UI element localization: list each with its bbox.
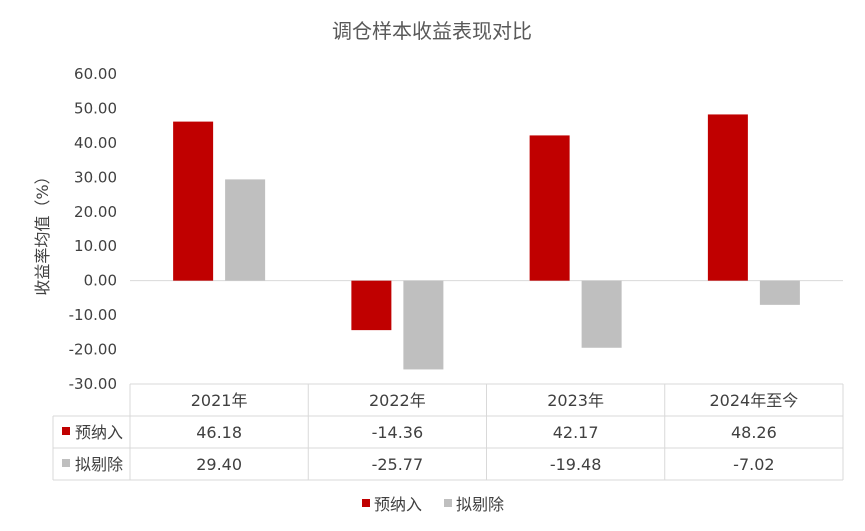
y-tick-label: 40.00 bbox=[74, 134, 117, 152]
bar-pre-include bbox=[351, 280, 392, 331]
legend-swatch bbox=[444, 499, 452, 507]
table-value: -7.02 bbox=[733, 455, 774, 474]
y-tick-label: -30.00 bbox=[69, 375, 117, 393]
table-value: -19.48 bbox=[550, 455, 602, 474]
y-tick-labels: 60.00 50.00 40.00 30.00 20.00 10.00 0.00 -10.00… bbox=[69, 65, 117, 393]
y-tick-label: 20.00 bbox=[74, 203, 117, 221]
bar-to-remove bbox=[225, 179, 266, 281]
y-tick-label: -20.00 bbox=[69, 341, 117, 359]
y-tick-label: 50.00 bbox=[74, 99, 117, 117]
bars bbox=[130, 114, 843, 370]
y-tick-label: 0.00 bbox=[84, 272, 117, 290]
legend-swatch bbox=[362, 499, 370, 507]
y-tick-label: 60.00 bbox=[74, 65, 117, 83]
table-value: -25.77 bbox=[372, 455, 424, 474]
legend-label: 预纳入 bbox=[374, 495, 422, 514]
table-value: 42.17 bbox=[553, 423, 599, 442]
category-label: 2021年 bbox=[191, 391, 248, 410]
table-series-name: 拟剔除 bbox=[75, 455, 123, 474]
table-value: 46.18 bbox=[196, 423, 242, 442]
legend: 预纳入 拟剔除 bbox=[362, 495, 504, 514]
table-value: -14.36 bbox=[372, 423, 424, 442]
bar-to-remove bbox=[581, 280, 622, 348]
y-tick-label: 30.00 bbox=[74, 168, 117, 186]
table-series-name: 预纳入 bbox=[75, 423, 123, 442]
y-axis-label: 收益率均值（%） bbox=[33, 168, 52, 295]
table-legend-swatch bbox=[62, 427, 70, 435]
category-label: 2023年 bbox=[547, 391, 604, 410]
bar-pre-include bbox=[529, 135, 570, 281]
y-tick-label: 10.00 bbox=[74, 237, 117, 255]
chart-title: 调仓样本收益表现对比 bbox=[332, 19, 532, 43]
legend-label: 拟剔除 bbox=[456, 495, 504, 514]
category-label: 2022年 bbox=[369, 391, 426, 410]
bar-pre-include bbox=[173, 121, 214, 281]
table-value: 29.40 bbox=[196, 455, 242, 474]
bar-to-remove bbox=[759, 280, 800, 305]
table-value: 48.26 bbox=[731, 423, 777, 442]
y-tick-label: -10.00 bbox=[69, 306, 117, 324]
bar-pre-include bbox=[707, 114, 748, 281]
table-legend-swatch bbox=[62, 459, 70, 467]
category-label: 2024年至今 bbox=[710, 391, 799, 410]
bar-to-remove bbox=[403, 280, 444, 370]
